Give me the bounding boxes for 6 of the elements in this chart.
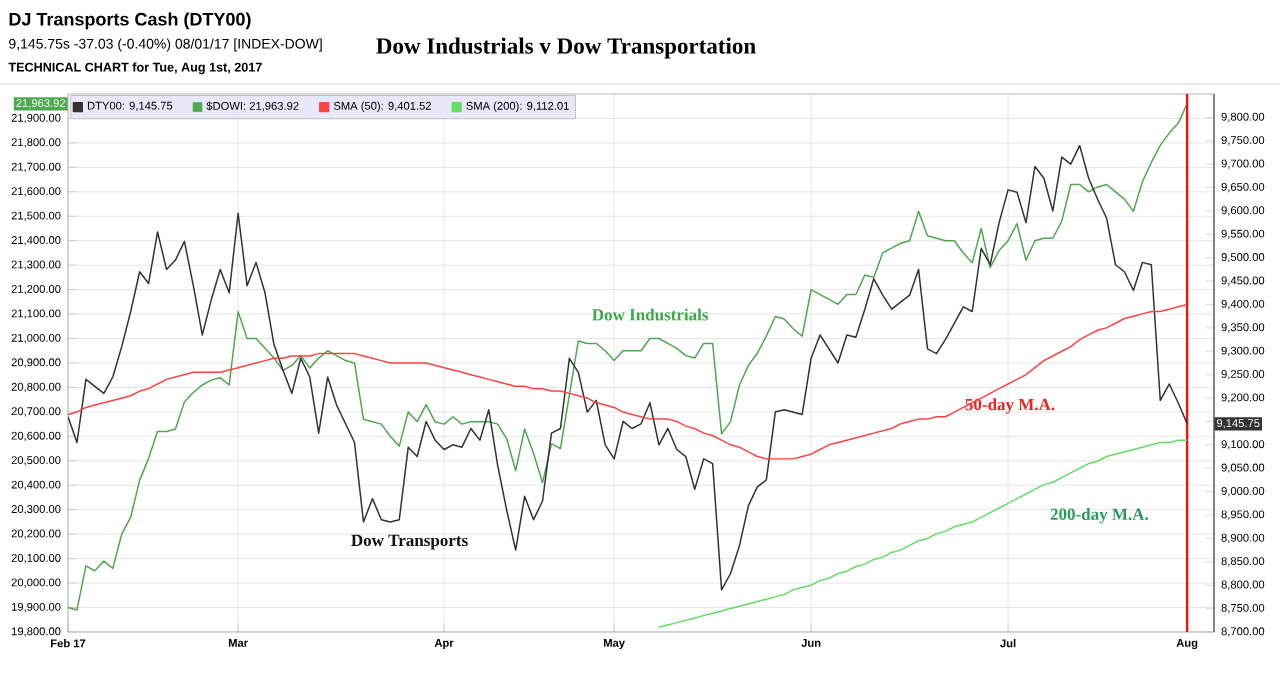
chart-title: Dow Industrials v Dow Transportation bbox=[376, 37, 756, 59]
annotation: Dow Transports bbox=[351, 534, 468, 550]
annotation: 200-day M.A. bbox=[1050, 508, 1148, 524]
annotation: Dow Industrials bbox=[592, 308, 709, 321]
text: DJ Transports Cash (DTY00) bbox=[9, 12, 251, 30]
annotation: 50-day M.A. bbox=[965, 398, 1055, 414]
